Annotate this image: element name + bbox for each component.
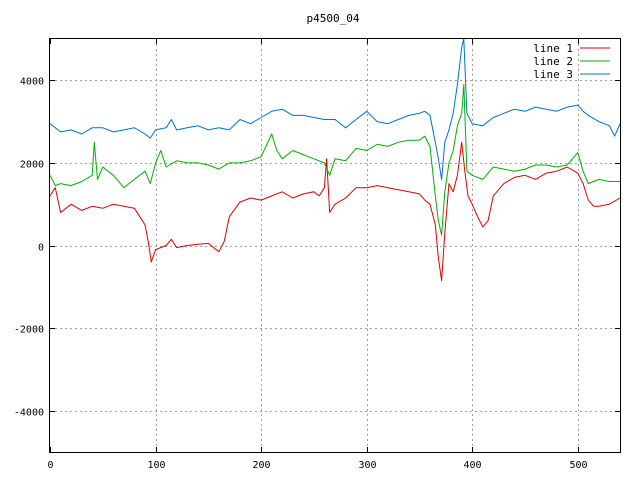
grid-lines <box>50 39 620 452</box>
series-lines <box>49 38 621 282</box>
x-tick-label: 500 <box>569 460 587 471</box>
legend-label-3: line 3 <box>533 68 573 81</box>
y-tick-label: 2000 <box>20 160 44 171</box>
series-line-1 <box>49 141 621 282</box>
x-tick-label: 300 <box>358 460 376 471</box>
legend-label-1: line 1 <box>533 42 573 55</box>
plot-frame <box>49 38 621 453</box>
x-tick-label: 200 <box>252 460 270 471</box>
y-tick-label: 4000 <box>20 77 44 88</box>
chart-title: p4500_04 <box>307 12 360 25</box>
y-tick-label: 0 <box>38 243 44 254</box>
x-tick-label: 100 <box>147 460 165 471</box>
legend-label-2: line 2 <box>533 55 573 68</box>
series-line-3 <box>49 38 621 180</box>
axes: 0 100 200 300 400 500 -4000 -2000 0 2000 4000 <box>14 39 620 471</box>
series-line-2 <box>49 83 620 236</box>
y-tick-label: -2000 <box>14 325 44 336</box>
x-tick-label: 0 <box>47 460 53 471</box>
x-tick-label: 400 <box>463 460 481 471</box>
y-tick-label: -4000 <box>14 408 44 419</box>
